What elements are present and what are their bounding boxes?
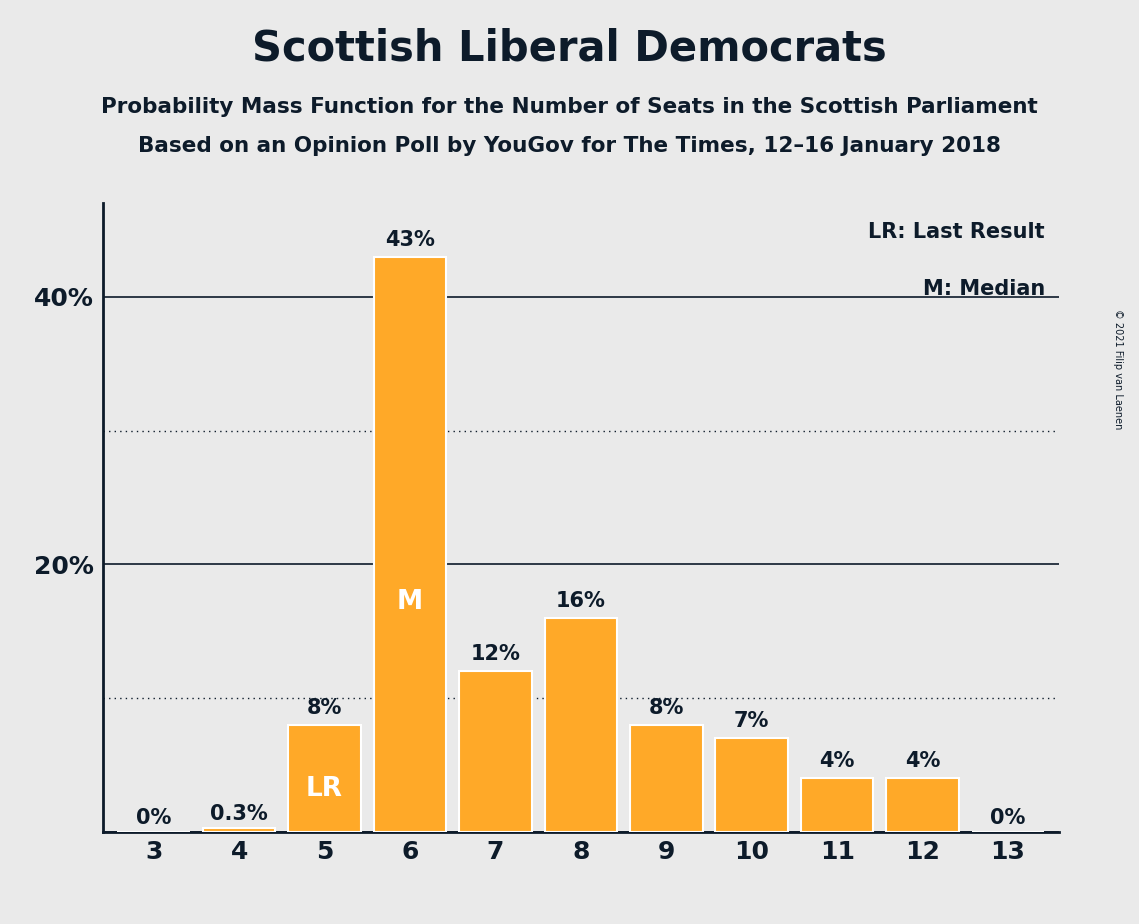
Text: 0.3%: 0.3% bbox=[211, 804, 268, 823]
Text: Scottish Liberal Democrats: Scottish Liberal Democrats bbox=[252, 28, 887, 69]
Bar bbox=[374, 257, 446, 832]
Text: 0%: 0% bbox=[990, 808, 1026, 828]
Text: 8%: 8% bbox=[648, 698, 685, 718]
Text: © 2021 Filip van Laenen: © 2021 Filip van Laenen bbox=[1114, 310, 1123, 430]
Text: M: M bbox=[398, 589, 423, 614]
Bar bbox=[886, 778, 959, 832]
Bar bbox=[459, 671, 532, 832]
Text: 16%: 16% bbox=[556, 591, 606, 611]
Text: Probability Mass Function for the Number of Seats in the Scottish Parliament: Probability Mass Function for the Number… bbox=[101, 97, 1038, 117]
Text: 4%: 4% bbox=[904, 751, 941, 772]
Text: M: Median: M: Median bbox=[923, 279, 1044, 298]
Text: LR: LR bbox=[306, 776, 343, 802]
Bar bbox=[544, 618, 617, 832]
Text: LR: Last Result: LR: Last Result bbox=[868, 222, 1044, 242]
Text: 12%: 12% bbox=[470, 645, 521, 664]
Bar bbox=[203, 828, 276, 832]
Text: 7%: 7% bbox=[734, 711, 770, 731]
Text: 8%: 8% bbox=[306, 698, 343, 718]
Bar bbox=[288, 724, 361, 832]
Text: Based on an Opinion Poll by YouGov for The Times, 12–16 January 2018: Based on an Opinion Poll by YouGov for T… bbox=[138, 136, 1001, 156]
Bar bbox=[715, 738, 788, 832]
Text: 0%: 0% bbox=[136, 808, 172, 828]
Text: 4%: 4% bbox=[819, 751, 855, 772]
Bar bbox=[801, 778, 874, 832]
Bar bbox=[630, 724, 703, 832]
Text: 43%: 43% bbox=[385, 230, 435, 250]
